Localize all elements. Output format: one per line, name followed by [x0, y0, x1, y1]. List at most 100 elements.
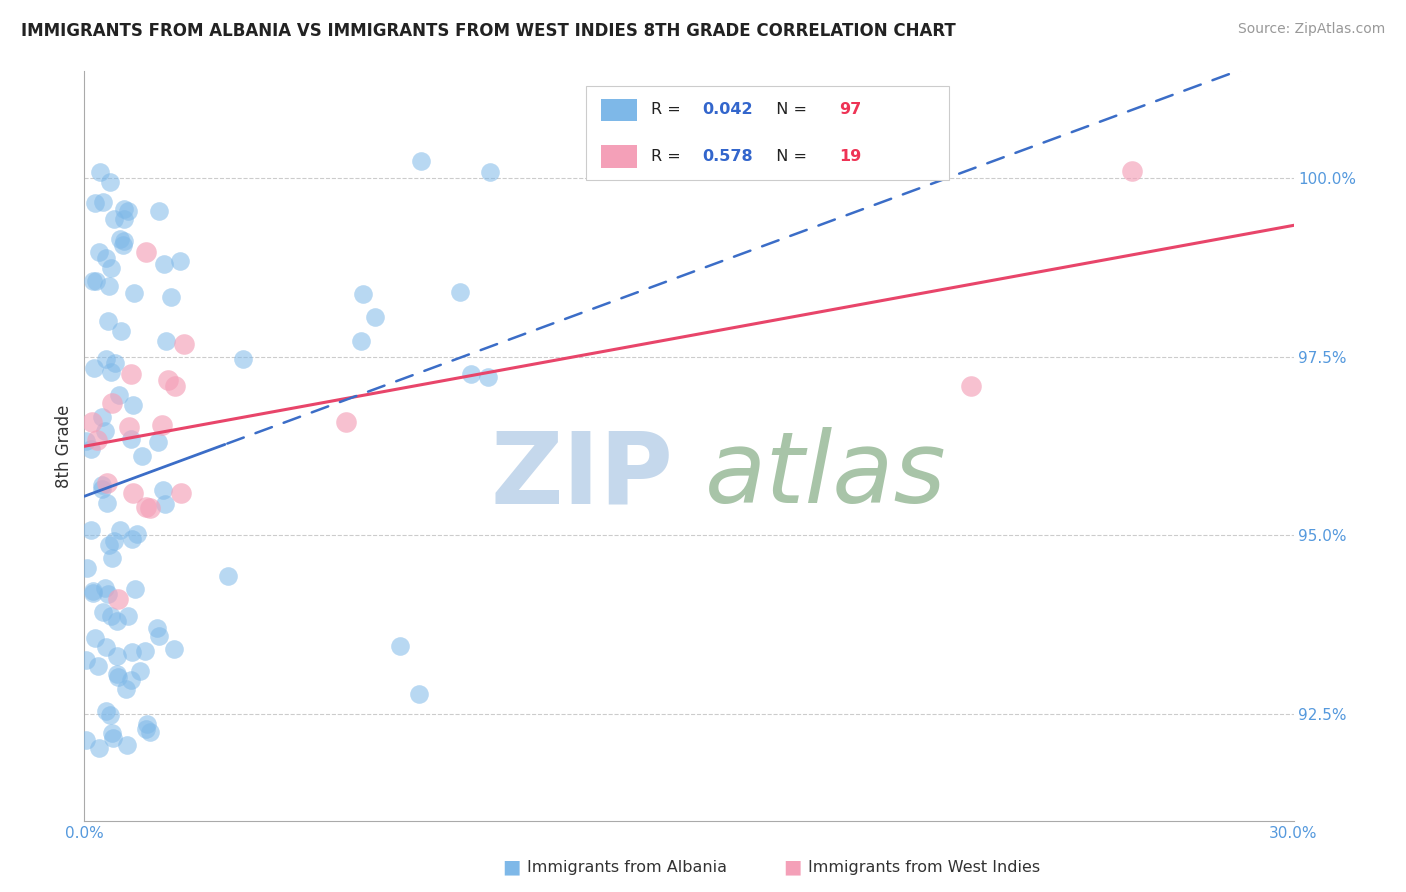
- Point: [163, 642, 186, 657]
- Point: [104, 356, 127, 370]
- Bar: [600, 145, 637, 168]
- Point: [82, 415, 104, 429]
- Point: [96, 475, 118, 490]
- Text: 19: 19: [839, 149, 860, 164]
- Point: [131, 450, 153, 464]
- Point: [120, 432, 142, 446]
- Point: [90, 477, 112, 491]
- Point: [110, 324, 132, 338]
- Point: [82, 586, 104, 600]
- Point: [87, 741, 110, 756]
- Point: [108, 388, 131, 402]
- FancyBboxPatch shape: [586, 87, 949, 180]
- Point: [101, 396, 124, 410]
- Point: [124, 582, 146, 596]
- Point: [79, 523, 101, 537]
- Text: Immigrants from Albania: Immigrants from Albania: [527, 860, 727, 874]
- Point: [94, 581, 117, 595]
- Point: [121, 398, 143, 412]
- Point: [139, 724, 162, 739]
- Point: [96, 352, 118, 367]
- Text: ZIP: ZIP: [491, 427, 673, 524]
- Point: [118, 420, 141, 434]
- Point: [100, 725, 122, 739]
- Point: [117, 204, 139, 219]
- Point: [148, 629, 170, 643]
- Bar: [600, 98, 637, 121]
- Text: R =: R =: [651, 103, 686, 117]
- Point: [170, 486, 193, 500]
- Text: N =: N =: [766, 103, 813, 117]
- Point: [139, 501, 162, 516]
- Point: [135, 500, 157, 515]
- Point: [94, 251, 117, 265]
- Text: 97: 97: [839, 103, 860, 117]
- Text: N =: N =: [766, 149, 813, 164]
- Y-axis label: 8th Grade: 8th Grade: [55, 404, 73, 488]
- Text: atlas: atlas: [704, 427, 946, 524]
- Point: [84, 631, 107, 645]
- Point: [91, 605, 114, 619]
- Text: 0.042: 0.042: [702, 103, 752, 117]
- Point: [460, 367, 482, 381]
- Point: [96, 496, 118, 510]
- Point: [115, 681, 138, 696]
- Point: [411, 153, 433, 168]
- Point: [148, 204, 170, 219]
- Point: [112, 237, 135, 252]
- Point: [93, 194, 115, 209]
- Point: [97, 314, 120, 328]
- Point: [82, 584, 104, 599]
- Point: [100, 609, 122, 624]
- Point: [98, 175, 121, 189]
- Point: [479, 165, 502, 179]
- Point: [103, 534, 125, 549]
- Point: [217, 568, 239, 582]
- Point: [153, 497, 176, 511]
- Point: [152, 483, 174, 498]
- Text: 0.578: 0.578: [702, 149, 752, 164]
- Point: [169, 254, 191, 268]
- Point: [112, 202, 135, 216]
- Text: IMMIGRANTS FROM ALBANIA VS IMMIGRANTS FROM WEST INDIES 8TH GRADE CORRELATION CHA: IMMIGRANTS FROM ALBANIA VS IMMIGRANTS FR…: [21, 22, 956, 40]
- Point: [75, 733, 97, 747]
- Point: [135, 716, 157, 731]
- Text: ■: ■: [783, 857, 801, 877]
- Point: [100, 551, 122, 566]
- Point: [87, 244, 110, 259]
- Point: [108, 232, 131, 246]
- Point: [120, 367, 142, 381]
- Point: [146, 434, 169, 449]
- Point: [76, 561, 98, 575]
- Point: [173, 337, 195, 351]
- Point: [122, 285, 145, 300]
- Point: [105, 614, 128, 628]
- Point: [156, 373, 179, 387]
- Text: ■: ■: [502, 857, 520, 877]
- Point: [105, 648, 128, 663]
- Point: [83, 360, 105, 375]
- Point: [87, 658, 110, 673]
- Point: [449, 285, 471, 299]
- Point: [86, 434, 108, 448]
- Point: [108, 524, 131, 538]
- Point: [84, 274, 107, 288]
- Point: [80, 442, 103, 456]
- Point: [117, 609, 139, 624]
- Text: R =: R =: [651, 149, 686, 164]
- Point: [89, 165, 111, 179]
- Point: [122, 486, 145, 500]
- Point: [163, 379, 186, 393]
- Text: Immigrants from West Indies: Immigrants from West Indies: [808, 860, 1040, 874]
- Point: [94, 424, 117, 438]
- Point: [127, 527, 149, 541]
- Point: [94, 704, 117, 718]
- Point: [84, 196, 107, 211]
- Point: [101, 731, 124, 746]
- Point: [352, 287, 374, 301]
- Point: [364, 310, 387, 324]
- Point: [82, 274, 104, 288]
- Point: [117, 738, 139, 752]
- Point: [1121, 164, 1143, 178]
- Point: [121, 645, 143, 659]
